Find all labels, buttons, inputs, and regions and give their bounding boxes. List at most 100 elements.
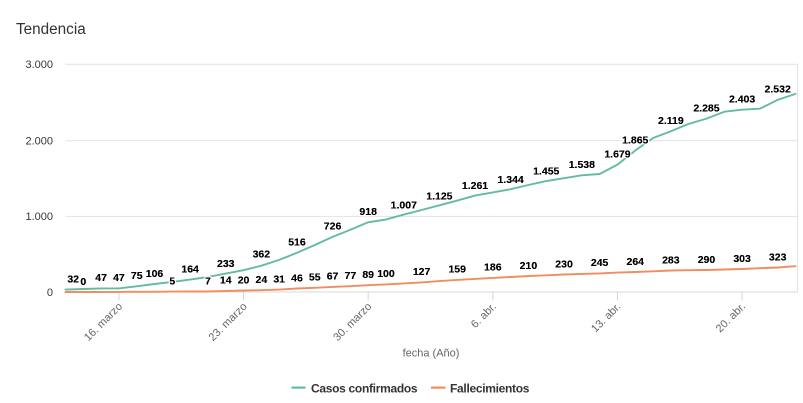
svg-text:2.285: 2.285 <box>693 102 719 114</box>
svg-text:47: 47 <box>95 272 107 284</box>
svg-text:362: 362 <box>253 248 271 260</box>
svg-text:186: 186 <box>484 262 502 274</box>
svg-text:290: 290 <box>698 254 716 266</box>
svg-text:1.000: 1.000 <box>25 211 53 223</box>
svg-text:31: 31 <box>273 273 285 285</box>
svg-text:210: 210 <box>520 260 538 272</box>
svg-text:5: 5 <box>169 275 175 287</box>
svg-text:2.285: 2.285 <box>693 102 719 114</box>
svg-text:Fallecimientos: Fallecimientos <box>450 382 530 396</box>
svg-text:89: 89 <box>362 269 374 281</box>
svg-text:1.455: 1.455 <box>533 165 559 177</box>
svg-text:186: 186 <box>484 262 502 274</box>
svg-text:24: 24 <box>256 274 268 286</box>
svg-text:20: 20 <box>238 274 250 286</box>
svg-text:245: 245 <box>591 257 609 269</box>
svg-text:516: 516 <box>288 237 306 249</box>
svg-text:230: 230 <box>555 258 573 270</box>
svg-text:245: 245 <box>591 257 609 269</box>
svg-text:67: 67 <box>327 271 339 283</box>
svg-text:918: 918 <box>359 206 377 218</box>
svg-text:918: 918 <box>359 206 377 218</box>
svg-text:32: 32 <box>67 273 79 285</box>
svg-text:46: 46 <box>291 272 303 284</box>
svg-text:1.455: 1.455 <box>533 165 559 177</box>
svg-text:89: 89 <box>362 269 374 281</box>
svg-text:32: 32 <box>67 273 79 285</box>
svg-text:127: 127 <box>413 266 431 278</box>
svg-text:1.125: 1.125 <box>426 190 452 202</box>
svg-text:303: 303 <box>733 253 751 265</box>
svg-text:516: 516 <box>288 237 306 249</box>
svg-text:362: 362 <box>253 248 271 260</box>
svg-text:233: 233 <box>217 258 235 270</box>
svg-text:2.532: 2.532 <box>765 84 791 96</box>
svg-text:1.007: 1.007 <box>391 199 417 211</box>
svg-text:159: 159 <box>448 264 466 276</box>
svg-text:Casos confirmados: Casos confirmados <box>311 382 418 396</box>
svg-text:726: 726 <box>324 221 342 233</box>
svg-text:1.261: 1.261 <box>462 180 488 192</box>
svg-text:1.344: 1.344 <box>497 174 523 186</box>
svg-text:14: 14 <box>220 275 232 287</box>
svg-text:7: 7 <box>205 275 211 287</box>
svg-text:14: 14 <box>220 275 232 287</box>
svg-text:323: 323 <box>769 251 787 263</box>
svg-text:210: 210 <box>520 260 538 272</box>
svg-text:24: 24 <box>256 274 268 286</box>
svg-text:75: 75 <box>131 270 143 282</box>
svg-text:3.000: 3.000 <box>25 59 53 71</box>
svg-text:7: 7 <box>205 275 211 287</box>
svg-text:1.679: 1.679 <box>604 148 630 160</box>
svg-text:77: 77 <box>345 270 357 282</box>
svg-text:47: 47 <box>95 272 107 284</box>
svg-text:1.125: 1.125 <box>426 190 452 202</box>
svg-text:0: 0 <box>80 276 86 288</box>
svg-text:Tendencia: Tendencia <box>16 21 86 38</box>
svg-text:1.261: 1.261 <box>462 180 488 192</box>
svg-text:1.865: 1.865 <box>622 134 648 146</box>
svg-text:46: 46 <box>291 272 303 284</box>
svg-text:100: 100 <box>377 268 395 280</box>
svg-text:47: 47 <box>113 272 125 284</box>
svg-text:47: 47 <box>113 272 125 284</box>
svg-text:31: 31 <box>273 273 285 285</box>
svg-text:283: 283 <box>662 254 680 266</box>
svg-text:1.679: 1.679 <box>604 148 630 160</box>
svg-text:100: 100 <box>377 268 395 280</box>
svg-text:2.403: 2.403 <box>729 93 755 105</box>
svg-text:0: 0 <box>47 287 53 299</box>
svg-text:233: 233 <box>217 258 235 270</box>
svg-text:1.538: 1.538 <box>569 159 595 171</box>
svg-text:283: 283 <box>662 254 680 266</box>
svg-text:323: 323 <box>769 251 787 263</box>
svg-text:67: 67 <box>327 271 339 283</box>
svg-text:230: 230 <box>555 258 573 270</box>
svg-text:127: 127 <box>413 266 431 278</box>
svg-text:264: 264 <box>626 256 644 268</box>
svg-text:55: 55 <box>309 272 321 284</box>
svg-text:164: 164 <box>181 263 199 275</box>
svg-text:2.119: 2.119 <box>658 115 684 127</box>
svg-text:303: 303 <box>733 253 751 265</box>
svg-text:20: 20 <box>238 274 250 286</box>
svg-text:55: 55 <box>309 272 321 284</box>
svg-text:0: 0 <box>80 276 86 288</box>
svg-text:1.538: 1.538 <box>569 159 595 171</box>
svg-text:2.532: 2.532 <box>765 84 791 96</box>
svg-text:77: 77 <box>345 270 357 282</box>
svg-text:159: 159 <box>448 264 466 276</box>
svg-text:75: 75 <box>131 270 143 282</box>
svg-text:2.119: 2.119 <box>658 115 684 127</box>
svg-text:2.403: 2.403 <box>729 93 755 105</box>
svg-text:106: 106 <box>146 268 164 280</box>
svg-text:1.865: 1.865 <box>622 134 648 146</box>
svg-text:164: 164 <box>181 263 199 275</box>
svg-text:1.344: 1.344 <box>497 174 523 186</box>
svg-text:fecha (Año): fecha (Año) <box>403 348 460 360</box>
svg-text:290: 290 <box>698 254 716 266</box>
svg-text:2.000: 2.000 <box>25 136 53 148</box>
svg-text:106: 106 <box>146 268 164 280</box>
svg-text:5: 5 <box>169 275 175 287</box>
svg-text:1.007: 1.007 <box>391 199 417 211</box>
